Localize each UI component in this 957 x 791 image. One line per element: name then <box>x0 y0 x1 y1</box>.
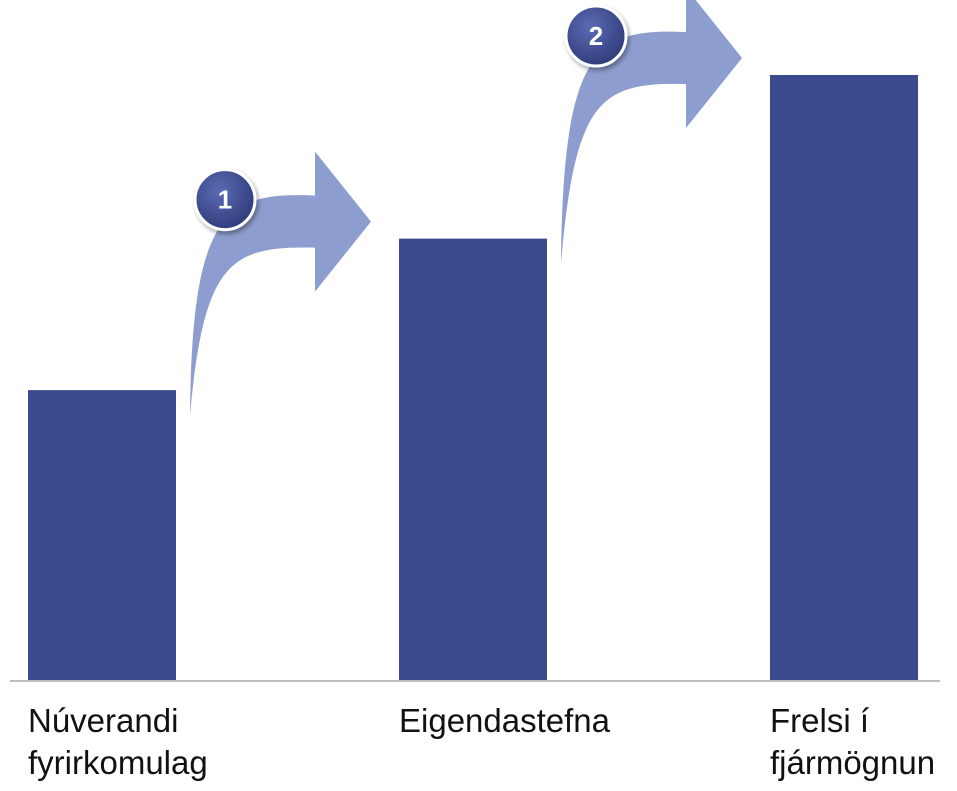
bar-3 <box>770 75 918 681</box>
category-label-line: Frelsi í <box>770 702 869 739</box>
category-label-1: Núverandi fyrirkomulag <box>28 702 208 781</box>
bars <box>28 75 918 681</box>
step-badges: 12 <box>193 4 628 232</box>
category-label-line: Núverandi <box>28 702 178 739</box>
category-label-line: Eigendastefna <box>399 702 611 739</box>
bar-2 <box>399 238 547 681</box>
step-badge-circle <box>193 168 257 232</box>
step-number-2: 2 <box>589 21 603 51</box>
step-badge-1: 1 <box>193 168 257 232</box>
category-label-2: Eigendastefna <box>399 702 611 739</box>
category-labels: Núverandi fyrirkomulag Eigendastefna Frelsi… <box>28 702 935 781</box>
step-number-1: 1 <box>218 185 232 215</box>
category-label-3: Frelsi í fjármögnun <box>770 702 935 781</box>
category-label-line: fjármögnun <box>770 744 935 781</box>
step-arrow-2 <box>561 0 742 264</box>
step-badge-2: 2 <box>564 4 628 68</box>
step-badge-circle <box>564 4 628 68</box>
category-label-line: fyrirkomulag <box>28 744 208 781</box>
bar-1 <box>28 390 176 681</box>
